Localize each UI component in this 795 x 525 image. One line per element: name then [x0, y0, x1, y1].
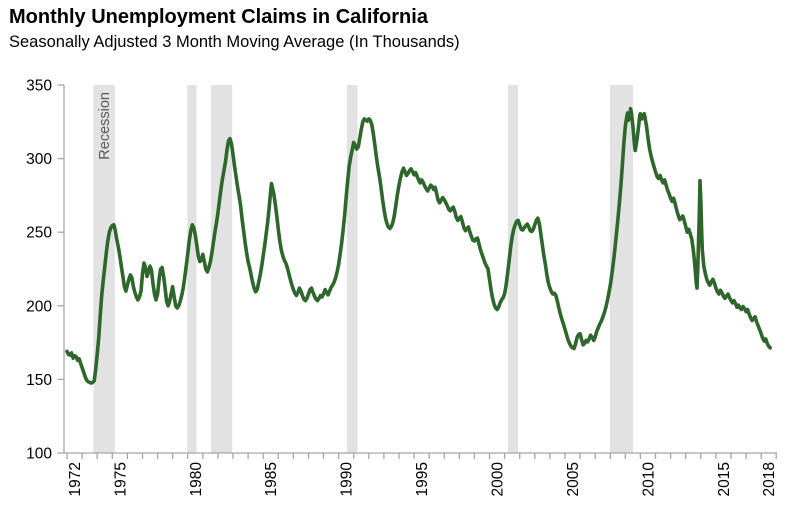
y-tick-label: 200 — [26, 298, 52, 315]
y-tick-label: 300 — [26, 151, 52, 168]
x-tick-label: 1990 — [339, 462, 356, 497]
x-tick-label: 2000 — [490, 462, 507, 497]
claims-line — [65, 106, 773, 385]
x-tick-label: 1985 — [263, 462, 280, 496]
recession-band — [507, 85, 519, 453]
chart-subtitle: Seasonally Adjusted 3 Month Moving Avera… — [9, 33, 460, 51]
y-tick-label: 150 — [26, 372, 52, 389]
chart-title: Monthly Unemployment Claims in Californi… — [9, 6, 428, 28]
recession-band — [346, 85, 358, 453]
x-tick-label: 2018 — [761, 462, 778, 496]
x-tick-label: 2010 — [641, 462, 658, 497]
x-tick-label: 1980 — [188, 462, 205, 497]
x-tick-label: 1972 — [67, 462, 84, 496]
x-tick-label: 2005 — [565, 462, 582, 496]
recession-band — [609, 85, 633, 453]
y-tick-label: 100 — [26, 446, 52, 463]
x-tick-label: 1975 — [112, 462, 129, 496]
recession-band — [211, 85, 233, 453]
recession-band — [187, 85, 197, 453]
recession-label: Recession — [97, 92, 113, 160]
x-tick-label: 2015 — [716, 462, 733, 496]
y-tick-label: 350 — [26, 78, 52, 95]
x-tick-label: 1995 — [414, 462, 431, 496]
y-tick-label: 250 — [26, 225, 52, 242]
